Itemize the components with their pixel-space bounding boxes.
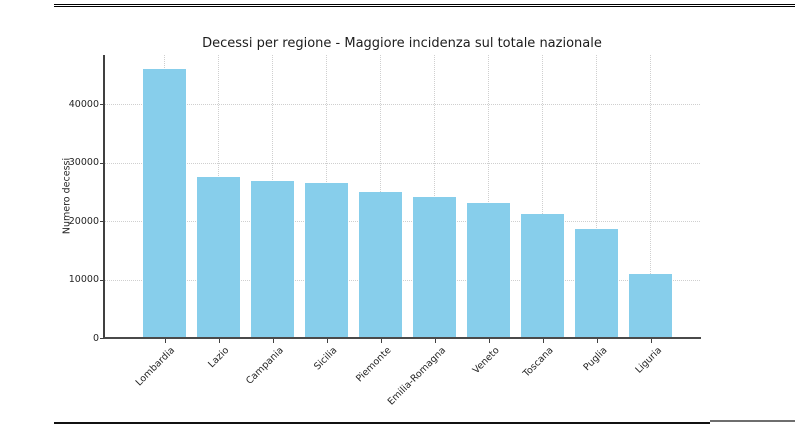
y-tick-label: 20000: [68, 215, 99, 227]
bar: [359, 191, 403, 338]
bar: [629, 274, 673, 338]
top-document-rule: [54, 4, 795, 7]
bar: [575, 229, 619, 338]
y-tick-label: 10000: [68, 274, 99, 286]
x-tick-mark: [596, 339, 598, 343]
y-tick-mark: [99, 338, 104, 339]
x-tick-mark: [380, 339, 382, 343]
y-tick-mark: [99, 104, 104, 106]
gridline-vertical: [434, 55, 436, 338]
bar: [143, 68, 187, 338]
gridline-vertical: [542, 55, 544, 338]
x-tick-label: Campania: [243, 345, 286, 387]
bottom-rule-fragment: [710, 420, 795, 422]
bar: [467, 203, 511, 338]
x-tick-label: Emilia-Romagna: [385, 345, 448, 408]
y-tick-label: 30000: [68, 157, 99, 169]
bar: [413, 196, 457, 338]
x-tick-label: Puglia: [581, 345, 610, 374]
x-tick-mark: [272, 339, 274, 343]
y-tick-mark: [99, 279, 104, 281]
x-tick-label: Sicilia: [312, 345, 340, 373]
plot-area: [104, 55, 700, 338]
y-tick-label: 40000: [68, 98, 99, 110]
x-tick-mark: [434, 339, 436, 343]
x-tick-label: Piemonte: [354, 345, 394, 385]
x-tick-label: Toscana: [521, 345, 556, 380]
bar: [197, 177, 241, 338]
gridline-vertical: [596, 55, 598, 338]
y-tick-mark: [99, 221, 104, 223]
x-tick-mark: [650, 339, 652, 343]
x-tick-mark: [488, 339, 490, 343]
gridline-horizontal: [104, 162, 700, 164]
x-tick-label: Veneto: [470, 345, 502, 377]
y-tick-mark: [99, 162, 104, 164]
y-axis-spine: [103, 55, 105, 339]
bar: [251, 180, 295, 338]
gridline-horizontal: [104, 104, 700, 106]
y-tick-label: 0: [92, 332, 99, 344]
x-tick-label: Lombardia: [134, 345, 178, 389]
chart-title: Decessi per regione - Maggiore incidenza…: [202, 36, 602, 51]
bar: [521, 214, 565, 338]
x-tick-mark: [164, 339, 166, 343]
bar: [305, 182, 349, 338]
x-axis-spine: [103, 337, 701, 339]
x-tick-mark: [218, 339, 220, 343]
gridline-vertical: [650, 55, 652, 338]
x-tick-mark: [326, 339, 328, 343]
x-tick-label: Liguria: [633, 345, 664, 376]
x-tick-mark: [542, 339, 544, 343]
bottom-document-rule: [54, 422, 710, 424]
gridline-vertical: [488, 55, 490, 338]
x-tick-label: Lazio: [206, 345, 232, 371]
